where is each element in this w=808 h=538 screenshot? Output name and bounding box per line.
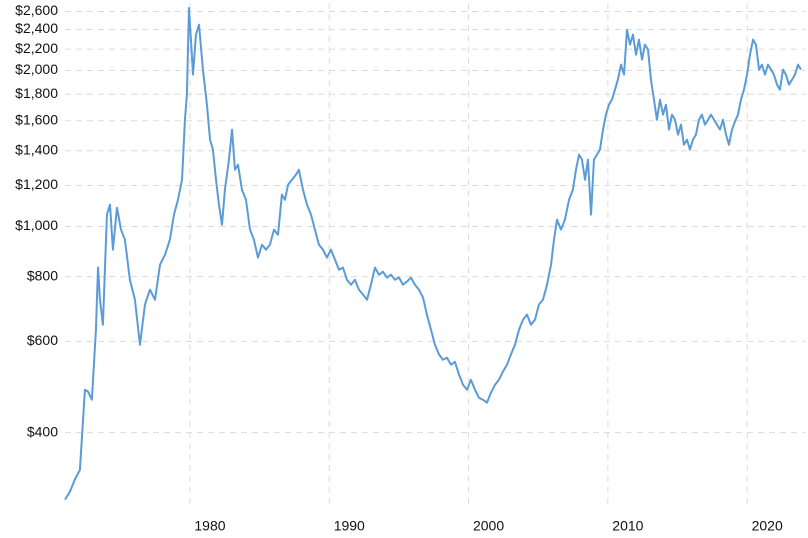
y-tick-label: $2,400 <box>15 20 58 36</box>
y-tick-label: $1,400 <box>15 141 58 157</box>
y-tick-label: $2,000 <box>15 61 58 77</box>
y-tick-label: $1,200 <box>15 176 58 192</box>
x-tick-label: 2000 <box>473 518 504 534</box>
y-tick-label: $600 <box>27 332 58 348</box>
y-tick-label: $1,000 <box>15 217 58 233</box>
y-tick-label: $400 <box>27 423 58 439</box>
y-tick-label: $2,200 <box>15 40 58 56</box>
price-line <box>64 7 802 501</box>
y-tick-label: $2,600 <box>15 2 58 18</box>
x-tick-label: 1980 <box>194 518 225 534</box>
y-tick-label: $800 <box>27 267 58 283</box>
x-tick-label: 1990 <box>334 518 365 534</box>
x-tick-label: 2010 <box>612 518 643 534</box>
y-tick-label: $1,800 <box>15 85 58 101</box>
x-tick-label: 2020 <box>752 518 783 534</box>
y-tick-label: $1,600 <box>15 111 58 127</box>
